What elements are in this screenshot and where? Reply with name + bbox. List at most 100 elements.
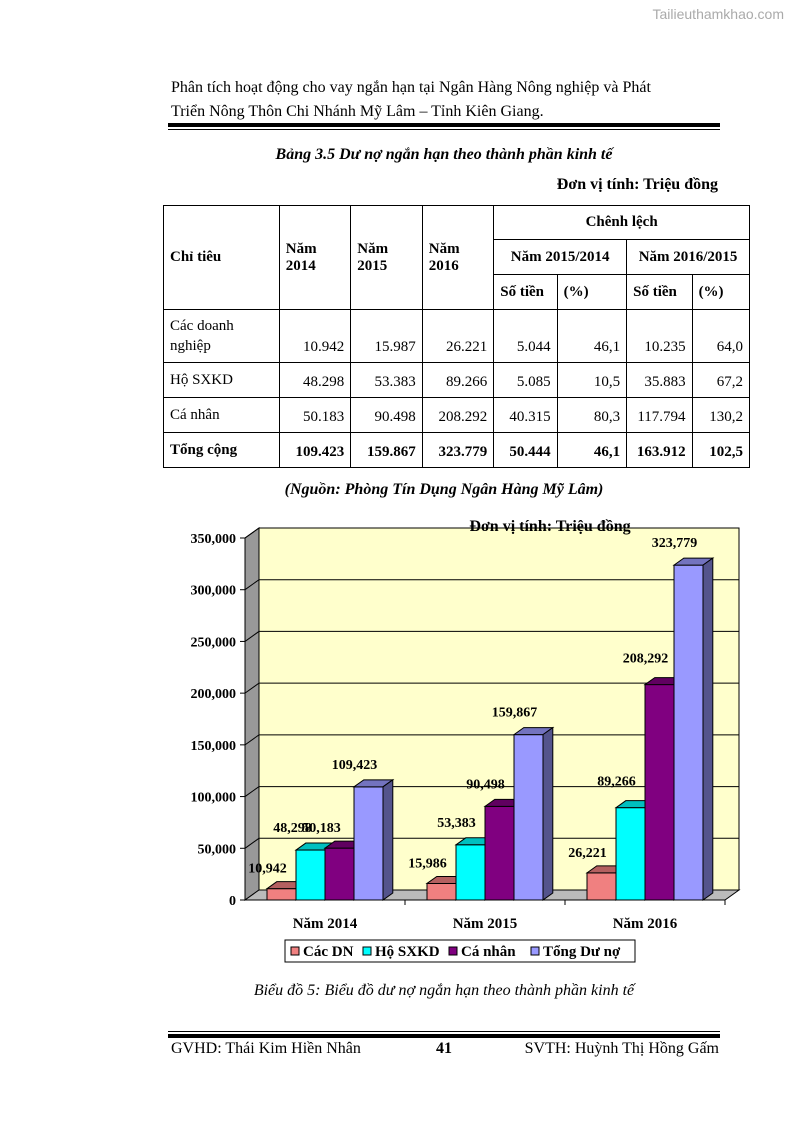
cell: 46,1 xyxy=(556,432,628,468)
legend-swatch xyxy=(290,946,300,956)
footer-student: SVTH: Huỳnh Thị Hồng Gấm xyxy=(524,1040,719,1057)
gridline xyxy=(244,786,739,797)
legend-swatch xyxy=(362,946,372,956)
data-label: 53,383 xyxy=(437,816,476,831)
data-label: 323,779 xyxy=(652,536,698,551)
cell: 159.867 xyxy=(350,432,423,468)
gridline xyxy=(244,527,739,539)
header-2015-2014: Năm 2015/2014 xyxy=(493,239,628,275)
data-table: Chỉ tiêu Năm 2014 Năm 2015 Năm 2016 Chên… xyxy=(163,205,751,468)
bar xyxy=(426,882,457,901)
data-label: 48,298 xyxy=(273,821,312,836)
bar xyxy=(615,807,646,901)
bar xyxy=(353,786,384,901)
y-tick-label: 0 xyxy=(229,894,236,909)
cell: 10,5 xyxy=(556,362,628,398)
cell: 10.942 xyxy=(278,309,352,363)
bar xyxy=(266,888,297,901)
bar-side xyxy=(702,557,714,901)
table-unit: Đơn vị tính: Triệu đồng xyxy=(556,176,718,193)
data-label: 109,423 xyxy=(332,758,378,773)
bar xyxy=(513,734,544,901)
row-label: Các doanh nghiệp xyxy=(163,309,280,363)
bar-side xyxy=(382,778,394,901)
header-chitieu: Chỉ tiêu xyxy=(163,205,280,310)
bar xyxy=(673,564,704,901)
y-tick-label: 350,000 xyxy=(191,532,237,547)
chart-title: Đơn vị tính: Triệu đồng xyxy=(469,518,630,535)
legend-swatch xyxy=(530,946,540,956)
data-label: 15,986 xyxy=(408,856,447,871)
cell: 26.221 xyxy=(421,309,495,363)
bar xyxy=(484,805,515,901)
bar xyxy=(324,847,355,901)
data-label: 208,292 xyxy=(623,652,669,667)
row-label: Cá nhân xyxy=(163,397,280,433)
footer-rule xyxy=(168,1034,720,1038)
gridline xyxy=(244,579,739,591)
data-label: 50,183 xyxy=(302,821,341,836)
table-row: Hộ SXKD 48.298 53.383 89.266 5.085 10,5 … xyxy=(163,362,751,398)
cell: 208.292 xyxy=(421,397,495,433)
x-tick-label: Năm 2015 xyxy=(453,916,518,932)
y-tick-label: 300,000 xyxy=(191,584,237,599)
watermark: Tailieuthamkhao.com xyxy=(652,6,784,22)
legend-label: Các DN xyxy=(303,944,354,960)
header-rule-thin xyxy=(168,129,720,130)
data-label: 159,867 xyxy=(492,706,538,721)
cell: 163.912 xyxy=(626,432,693,468)
cell: 323.779 xyxy=(421,432,495,468)
cell: 64,0 xyxy=(691,309,751,363)
bar xyxy=(586,872,617,901)
data-label: 90,498 xyxy=(466,777,505,792)
bar xyxy=(295,849,326,901)
cell: 109.423 xyxy=(278,432,352,468)
running-header-line2: Triển Nông Thôn Chi Nhánh Mỹ Lâm – Tỉnh … xyxy=(171,103,544,120)
header-sotien-2: Số tiền xyxy=(626,274,693,310)
header-sotien-1: Số tiền xyxy=(493,274,558,310)
table-row-total: Tổng cộng 109.423 159.867 323.779 50.444… xyxy=(163,432,751,468)
header-rule xyxy=(168,123,720,127)
chart-caption: Biểu đồ 5: Biểu đồ dư nợ ngắn hạn theo t… xyxy=(253,982,635,999)
bar-chart-svg: 0 50,000 100,000 150,000 200,000 250,000 300,0… xyxy=(191,518,741,963)
x-tick-label: Năm 2016 xyxy=(613,916,678,932)
cell: 90.498 xyxy=(350,397,423,433)
y-tick-label: 200,000 xyxy=(191,687,237,702)
y-tick-label: 150,000 xyxy=(191,739,237,754)
header-2015: Năm 2015 xyxy=(350,205,423,310)
legend-label: Cá nhân xyxy=(461,944,516,960)
cell: 102,5 xyxy=(691,432,751,468)
cell: 89.266 xyxy=(421,362,495,398)
cell: 48.298 xyxy=(278,362,352,398)
cell: 40.315 xyxy=(493,397,558,433)
gridline xyxy=(244,734,739,746)
cell: 130,2 xyxy=(691,397,751,433)
header-chenhlech: Chênh lệch xyxy=(493,205,750,240)
data-label: 89,266 xyxy=(597,775,636,790)
cell: 80,3 xyxy=(556,397,628,433)
table-caption: Bảng 3.5 Dư nợ ngắn hạn theo thành phần … xyxy=(275,146,613,163)
y-tick-label: 100,000 xyxy=(191,791,237,806)
running-header-line1: Phân tích hoạt động cho vay ngắn hạn tại… xyxy=(171,79,651,96)
cell: 50.183 xyxy=(278,397,352,433)
cell: 46,1 xyxy=(556,309,628,363)
header-2016-2015: Năm 2016/2015 xyxy=(626,239,750,275)
header-pct-2: (%) xyxy=(691,274,751,310)
x-tick-label: Năm 2014 xyxy=(293,916,358,932)
cell: 67,2 xyxy=(691,362,751,398)
cell: 50.444 xyxy=(493,432,558,468)
row-label: Hộ SXKD xyxy=(163,362,280,398)
row-label: Tổng cộng xyxy=(163,432,280,468)
bar xyxy=(644,684,675,901)
running-header: Phân tích hoạt động cho vay ngắn hạn tại… xyxy=(171,76,719,124)
cell: 5.044 xyxy=(493,309,558,363)
footer-rule-thin xyxy=(168,1031,720,1032)
bar xyxy=(455,844,486,901)
table-row: Các doanh nghiệp 10.942 15.987 26.221 5.… xyxy=(163,309,751,363)
header-2014: Năm 2014 xyxy=(278,205,352,310)
data-label: 10,942 xyxy=(248,862,287,877)
legend-box xyxy=(284,939,636,963)
table-source: (Nguồn: Phòng Tín Dụng Ngân Hàng Mỹ Lâm) xyxy=(284,481,604,498)
gridline xyxy=(244,837,739,849)
cell: 117.794 xyxy=(626,397,693,433)
